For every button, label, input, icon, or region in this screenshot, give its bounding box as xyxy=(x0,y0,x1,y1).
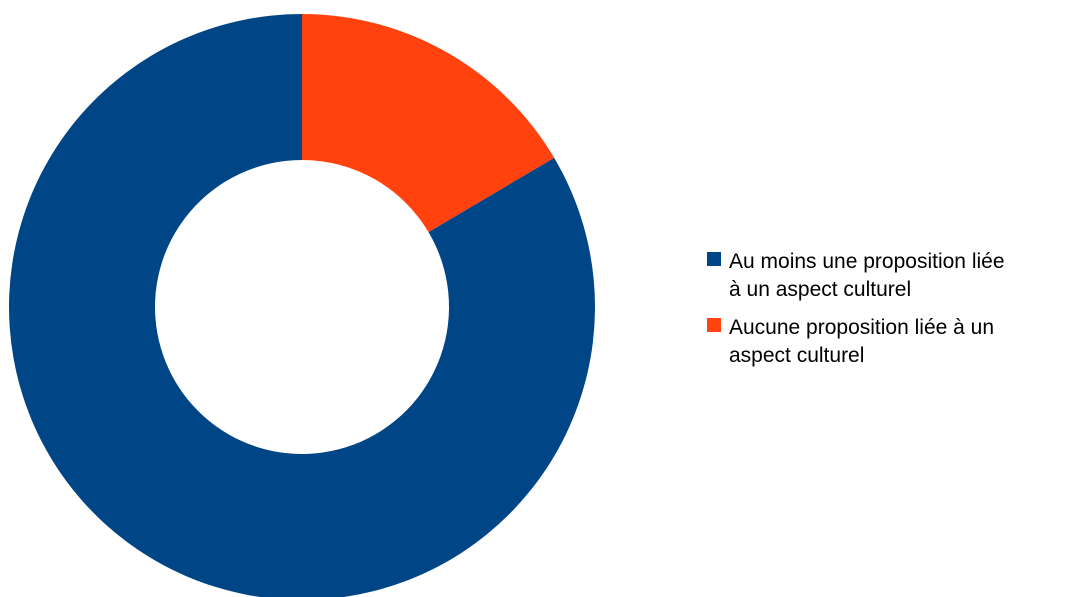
donut-slice-1 xyxy=(9,14,595,597)
chart-legend: Au moins une proposition liée à un aspect… xyxy=(707,250,1005,367)
legend-label-line: Au moins une proposition liée xyxy=(729,250,1005,273)
legend-label-line: à un aspect culturel xyxy=(729,278,911,301)
legend-label-line: Aucune proposition liée à un xyxy=(729,316,994,339)
legend-swatch-2 xyxy=(707,318,721,332)
legend-label-line: aspect culturel xyxy=(729,344,864,367)
legend-label-2: Aucune proposition liée à un aspect cultu… xyxy=(729,316,994,367)
legend-swatch-1 xyxy=(707,252,721,266)
legend-label-1: Au moins une proposition liée à un aspect… xyxy=(729,250,1005,301)
donut-slice-2 xyxy=(302,14,555,233)
donut-slices xyxy=(9,14,595,597)
